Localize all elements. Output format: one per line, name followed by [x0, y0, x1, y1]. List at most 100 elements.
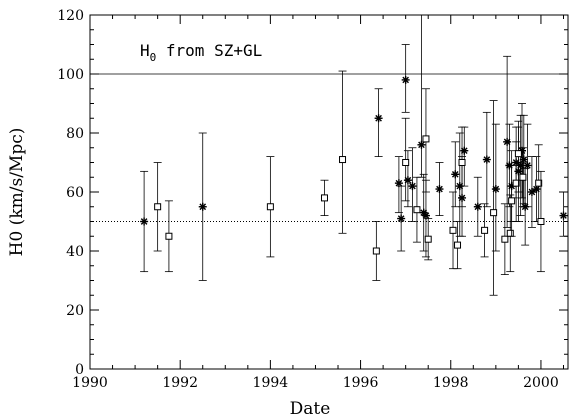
x-tick-label: 1998	[433, 375, 469, 391]
asterisk-point	[523, 123, 532, 208]
asterisk-point	[460, 126, 469, 187]
square-point	[514, 126, 523, 193]
square-marker	[458, 159, 466, 166]
square-point	[536, 170, 545, 273]
asterisk-stroke	[418, 141, 425, 149]
asterisk-stroke	[474, 203, 482, 211]
data-points	[140, 14, 568, 296]
asterisk-point	[527, 156, 536, 228]
x-axis-title: Date	[290, 399, 331, 419]
square-marker	[454, 241, 462, 249]
asterisk-stroke	[140, 218, 148, 225]
square-marker	[266, 203, 274, 211]
square-marker	[508, 197, 516, 205]
asterisk-stroke	[560, 212, 567, 219]
square-marker	[490, 209, 498, 217]
asterisk-point	[435, 162, 444, 217]
square-marker	[372, 247, 380, 255]
square-point	[338, 70, 347, 234]
asterisk-stroke	[436, 185, 443, 193]
square-point	[507, 165, 516, 237]
square-point	[500, 203, 509, 276]
square-point	[453, 221, 462, 270]
asterisk-point	[408, 147, 417, 222]
square-marker	[537, 218, 545, 225]
square-marker	[519, 173, 527, 181]
asterisk-point	[394, 156, 403, 214]
square-point	[489, 100, 498, 296]
square-point	[320, 179, 329, 217]
asterisk-point	[198, 132, 207, 281]
square-marker	[506, 229, 514, 237]
y-tick-label: 40	[66, 244, 84, 260]
asterisk-stroke	[402, 76, 409, 84]
asterisk-stroke	[451, 170, 459, 178]
square-point	[153, 162, 162, 252]
square-point	[458, 126, 467, 208]
annotation-subscript: 0	[150, 51, 157, 64]
asterisk-stroke	[483, 156, 491, 163]
reference-lines	[90, 73, 568, 222]
y-tick-label: 20	[66, 303, 84, 319]
asterisk-point	[451, 141, 460, 208]
asterisk-stroke	[395, 179, 403, 187]
x-tick-label: 1990	[72, 375, 108, 391]
square-marker	[339, 156, 347, 164]
square-point	[401, 117, 410, 202]
x-tick-label: 1992	[162, 375, 198, 391]
asterisk-point	[140, 170, 149, 273]
asterisk-point	[473, 176, 482, 237]
asterisk-point	[401, 44, 410, 113]
square-marker	[422, 135, 430, 143]
y-axis-title: H0 (km/s/Mpc)	[7, 128, 27, 257]
square-point	[164, 200, 173, 273]
y-tick-label: 80	[66, 126, 84, 142]
square-marker	[512, 179, 520, 187]
asterisk-point	[482, 111, 491, 208]
asterisk-stroke	[422, 212, 430, 219]
annotation-h: H	[140, 41, 150, 60]
axis-ticks: 1990 1992 1994 1996 1998 2000 0 20 40 60 80 100 120	[57, 8, 568, 391]
x-tick-label: 1994	[253, 375, 289, 391]
square-marker	[154, 203, 162, 211]
square-marker	[413, 206, 421, 214]
asterisk-point	[491, 123, 500, 252]
y-tick-label: 60	[66, 185, 84, 201]
x-tick-label: 2000	[523, 375, 559, 391]
square-marker	[320, 194, 328, 202]
asterisk-stroke	[199, 203, 207, 211]
square-point	[424, 218, 433, 261]
square-point	[518, 147, 527, 208]
asterisk-stroke	[397, 215, 405, 222]
asterisk-stroke	[524, 162, 531, 169]
x-tick-label: 1996	[343, 375, 379, 391]
annotation-text: from SZ+GL	[156, 41, 262, 60]
asterisk-point	[532, 156, 541, 222]
square-point	[372, 221, 381, 281]
asterisk-point	[397, 185, 406, 252]
square-point	[449, 191, 458, 270]
square-point	[421, 88, 430, 193]
square-marker	[501, 235, 509, 243]
chart-annotation: H0 from SZ+GL	[140, 41, 262, 64]
asterisk-point	[559, 191, 568, 237]
asterisk-stroke	[520, 156, 528, 163]
square-marker	[449, 226, 457, 234]
asterisk-point	[519, 114, 528, 205]
square-marker	[481, 226, 489, 234]
square-point	[480, 203, 489, 258]
square-marker	[165, 232, 173, 240]
square-marker	[402, 159, 410, 166]
asterisk-stroke	[528, 188, 536, 196]
asterisk-point	[374, 88, 383, 158]
square-marker	[535, 179, 543, 187]
asterisk-stroke	[409, 182, 416, 190]
square-marker	[514, 150, 522, 158]
y-tick-label: 120	[57, 8, 84, 24]
y-tick-label: 0	[75, 362, 84, 378]
square-marker	[424, 235, 432, 243]
square-point	[534, 144, 543, 222]
y-tick-label: 100	[57, 67, 84, 83]
square-point	[266, 156, 275, 258]
